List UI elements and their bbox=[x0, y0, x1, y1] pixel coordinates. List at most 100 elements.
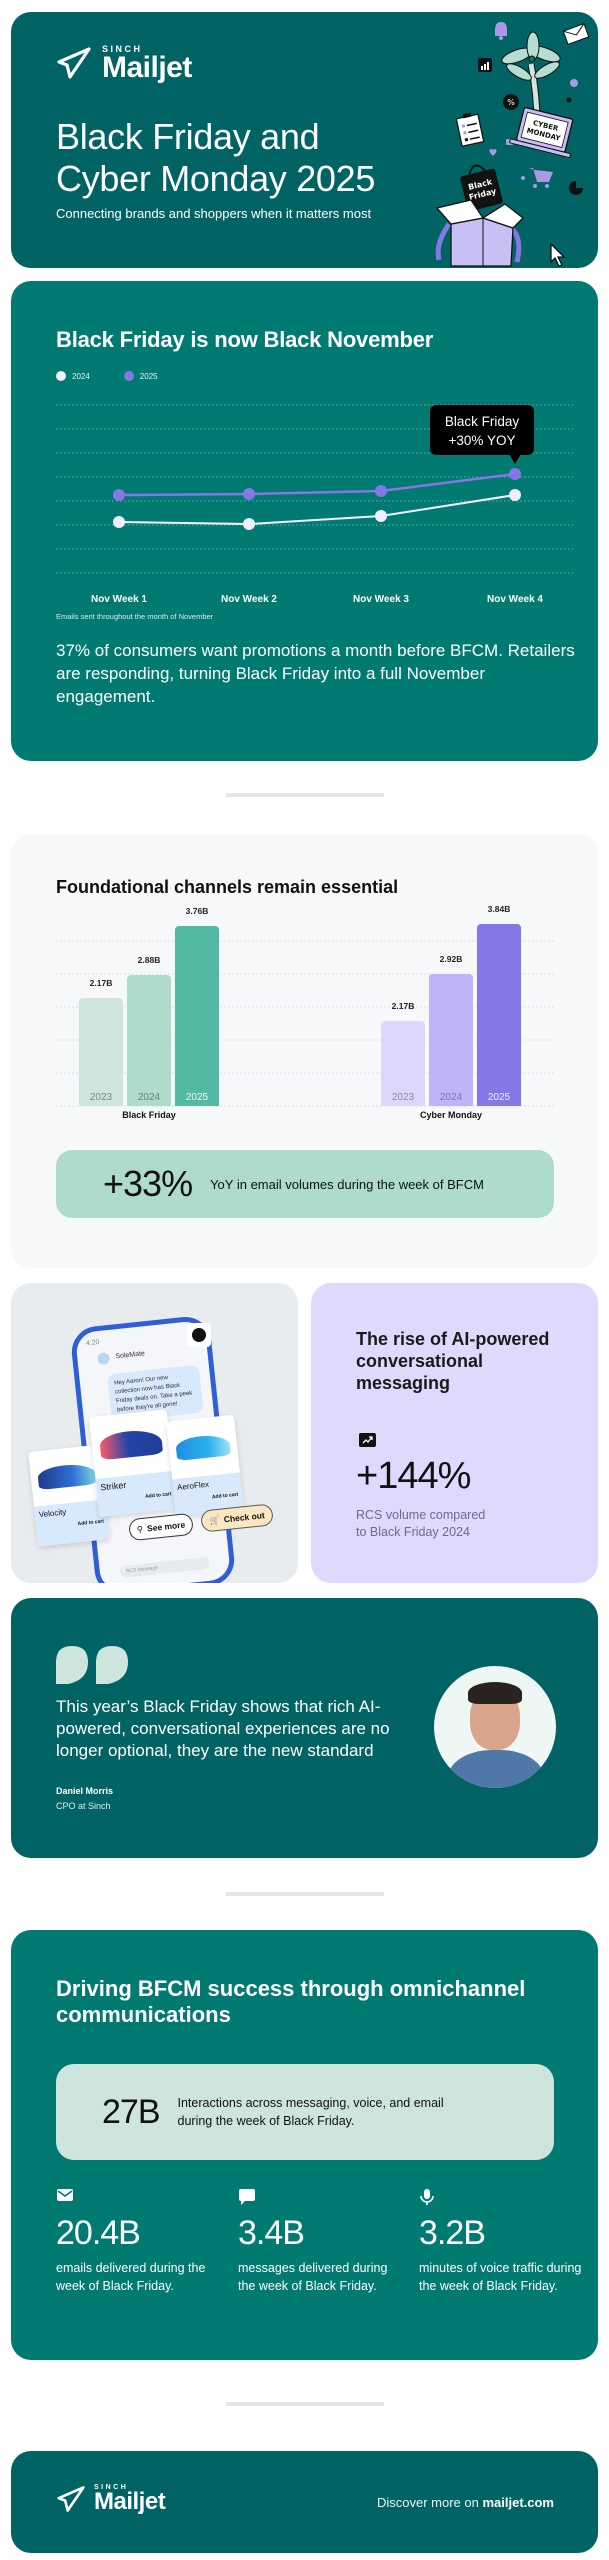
bar-cm-2023: 2.17B 2023 bbox=[381, 1001, 425, 1106]
shoe-image bbox=[89, 1409, 173, 1479]
product-name: AeroFlex bbox=[176, 1479, 210, 1493]
legend-label: 2025 bbox=[139, 371, 158, 381]
section-body-text: 37% of consumers want promotions a month… bbox=[56, 641, 575, 706]
legend-dot bbox=[56, 371, 66, 381]
chart-legend: 2024 2025 bbox=[56, 371, 158, 381]
total-interactions-pill: 27B Interactions across messaging, voice… bbox=[56, 2064, 554, 2160]
x-axis-label: Nov Week 4 bbox=[487, 594, 543, 605]
product-name: Striker bbox=[99, 1479, 127, 1493]
group-label-black-friday: Black Friday bbox=[122, 1110, 176, 1120]
x-axis-label: Nov Week 2 bbox=[221, 594, 277, 605]
quote-mark-icon bbox=[56, 1646, 128, 1684]
section-title: Driving BFCM success through omnichannel… bbox=[56, 1976, 526, 2027]
line-chart: Black Friday +30% YOY bbox=[56, 404, 573, 574]
bar-cm-2025: 3.84B 2025 bbox=[477, 904, 521, 1106]
bar-year-label: 2025 bbox=[487, 1092, 511, 1103]
legend-item-2025: 2025 bbox=[123, 371, 158, 381]
hero-title-line2: Cyber Monday 2025 bbox=[56, 158, 376, 199]
legend-dot bbox=[123, 371, 134, 381]
rcs-logo-icon bbox=[192, 1328, 206, 1342]
flame-icon bbox=[566, 97, 572, 103]
section-title: Foundational channels remain essential bbox=[56, 877, 399, 897]
mailjet-logo[interactable]: SINCH Mailjet bbox=[56, 44, 192, 84]
sinch-wordmark: SINCH bbox=[94, 2484, 129, 2491]
quote-author-name: Daniel Morris bbox=[56, 1786, 114, 1796]
rcs-phone-mockup: 4:20 SoleMate Hey Aaron! Our new collect… bbox=[11, 1283, 298, 1583]
ai-messaging-card: The rise of AI-powered conversational me… bbox=[311, 1283, 598, 1583]
hero-subtitle: Connecting brands and shoppers when it m… bbox=[56, 206, 372, 221]
metric-email: 20.4B emails delivered during the week o… bbox=[56, 2188, 226, 2295]
shopping-cart-icon bbox=[521, 168, 553, 188]
envelope-icon bbox=[562, 23, 590, 45]
cart-icon: 🛒 bbox=[208, 1514, 221, 1526]
chat-icon bbox=[238, 2188, 408, 2210]
bar-bf-2025: 3.76B 2025 bbox=[175, 906, 219, 1106]
foundational-channels-card: Foundational channels remain essential 2… bbox=[11, 834, 598, 1268]
microphone-icon bbox=[419, 2188, 589, 2210]
quote-text: This year’s Black Friday shows that rich… bbox=[56, 1697, 390, 1760]
metric-description: emails delivered during the week of Blac… bbox=[56, 2261, 206, 2293]
mailjet-link[interactable]: mailjet.com bbox=[482, 2495, 554, 2510]
stat-description-line2: to Black Friday 2024 bbox=[356, 1525, 470, 1539]
trending-up-icon bbox=[359, 1433, 376, 1447]
add-to-cart-button[interactable]: Add to cart bbox=[77, 1518, 105, 1528]
bar-year-label: 2024 bbox=[439, 1092, 463, 1103]
mailjet-logo[interactable]: SINCH Mailjet bbox=[56, 2484, 166, 2514]
metric-value: 3.2B bbox=[419, 2214, 486, 2252]
paper-plane-icon bbox=[57, 47, 91, 79]
rcs-badge bbox=[187, 1323, 211, 1347]
shoe-image bbox=[166, 1415, 240, 1480]
stat-description: RCS volume compared to Black Friday 2024 bbox=[356, 1507, 485, 1541]
x-axis-label: Nov Week 3 bbox=[353, 594, 409, 605]
black-friday-tooltip: Black Friday +30% YOY bbox=[430, 405, 534, 464]
omnichannel-card: Driving BFCM success through omnichannel… bbox=[11, 1930, 598, 2360]
hero-illustration: % CYBER MONDAY Black Friday bbox=[435, 22, 590, 267]
product-card-striker[interactable]: Striker Add to cart bbox=[88, 1409, 178, 1517]
metric-description: minutes of voice traffic during the week… bbox=[419, 2261, 582, 2293]
author-avatar bbox=[434, 1666, 556, 1788]
footer-cta-text: Discover more on bbox=[376, 2495, 483, 2510]
hero-banner: SINCH Mailjet Black Friday and Cyber Mon… bbox=[11, 12, 598, 268]
series-2025-line bbox=[118, 472, 516, 497]
sinch-wordmark: SINCH bbox=[102, 44, 143, 54]
yoy-stat-pill: +33% YoY in email volumes during the wee… bbox=[56, 1150, 554, 1218]
add-to-cart-button[interactable]: Add to cart bbox=[211, 1491, 239, 1501]
quote-author-role: CPO at Sinch bbox=[56, 1801, 111, 1811]
series-2024-points bbox=[113, 489, 521, 530]
laptop-icon: CYBER MONDAY bbox=[509, 107, 574, 158]
add-to-cart-button[interactable]: Add to cart bbox=[144, 1491, 172, 1500]
bar-value-label: 2.88B bbox=[137, 955, 161, 965]
testimonial-card: This year’s Black Friday shows that rich… bbox=[11, 1598, 598, 1858]
bar-year-label: 2025 bbox=[185, 1092, 209, 1103]
black-november-card: Black Friday is now Black November 2024 … bbox=[11, 281, 598, 761]
discount-badge-icon: % bbox=[503, 94, 519, 110]
mailjet-wordmark: Mailjet bbox=[102, 51, 192, 84]
metric-value: 20.4B bbox=[56, 2214, 141, 2252]
legend-item-2024: 2024 bbox=[56, 371, 90, 381]
palm-tree-icon bbox=[501, 31, 561, 125]
footer: SINCH Mailjet Discover more on mailjet.c… bbox=[11, 2451, 598, 2553]
legend-label: 2024 bbox=[72, 371, 90, 381]
bar-value-label: 2.92B bbox=[439, 954, 463, 964]
bar-bf-2024: 2.88B 2024 bbox=[127, 955, 171, 1106]
footer-cta: Discover more on mailjet.com bbox=[377, 2495, 554, 2510]
svg-text:Black Friday: Black Friday bbox=[445, 414, 520, 429]
metric-voice: 3.2B minutes of voice traffic during the… bbox=[419, 2188, 589, 2295]
message-input[interactable]: RCS Message bbox=[119, 1556, 211, 1579]
bar-value-label: 3.84B bbox=[487, 904, 511, 914]
series-2024-line bbox=[118, 494, 516, 526]
section-title: Black Friday is now Black November bbox=[56, 327, 434, 352]
section-divider bbox=[226, 793, 384, 797]
product-name: Velocity bbox=[38, 1507, 67, 1520]
chart-footnote: Emails sent throughout the month of Nove… bbox=[56, 612, 214, 621]
stat-value: 27B bbox=[102, 2092, 160, 2131]
bar-year-label: 2023 bbox=[391, 1092, 415, 1103]
bar-value-label: 2.17B bbox=[391, 1001, 415, 1011]
clipboard-icon bbox=[455, 112, 485, 147]
cursor-icon bbox=[550, 242, 566, 267]
contact-name: SoleMate bbox=[115, 1350, 146, 1361]
hair bbox=[468, 1682, 522, 1704]
bar-bf-2023: 2.17B 2023 bbox=[79, 978, 123, 1106]
metric-value: 3.4B bbox=[238, 2214, 305, 2252]
product-card-aeroflex[interactable]: AeroFlex Add to cart bbox=[166, 1414, 244, 1517]
